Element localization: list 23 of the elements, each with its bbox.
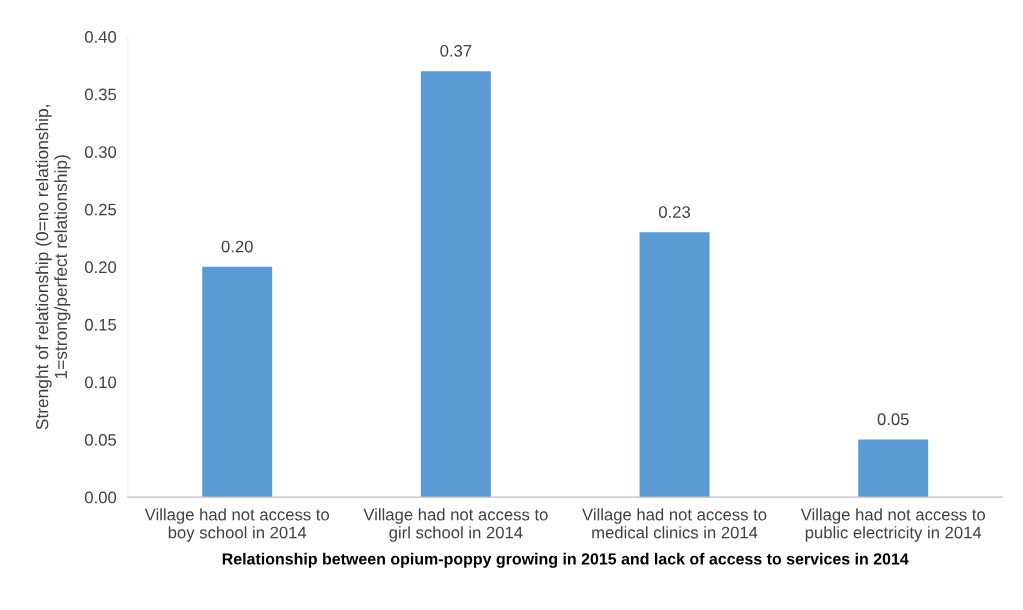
y-tick-label: 0.00 bbox=[84, 491, 117, 504]
y-tick-label: 0.30 bbox=[84, 146, 117, 158]
x-tick-label: Village had not access to public electricity in 2014 bbox=[800, 508, 986, 542]
y-axis-title: Strenght of relationship (0=no relationship, 1=strong/perfect relationship) bbox=[35, 105, 71, 430]
data-label: 0.23 bbox=[658, 206, 691, 218]
y-tick-label: 0.40 bbox=[84, 31, 117, 43]
y-tick-label: 0.15 bbox=[84, 318, 117, 331]
x-tick-label: Village had not access to boy school in 2014 bbox=[144, 508, 330, 542]
data-label: 0.37 bbox=[440, 44, 472, 57]
y-tick-label: 0.10 bbox=[84, 376, 117, 389]
bar bbox=[202, 266, 273, 498]
data-label: 0.05 bbox=[877, 413, 909, 426]
x-tick-label: Village had not access to girl school in 2014 bbox=[363, 508, 548, 542]
x-tick-label: Village had not access to medical clinics in 2014 bbox=[582, 508, 767, 539]
y-tick-label: 0.35 bbox=[84, 88, 117, 101]
bar bbox=[858, 439, 929, 498]
y-tick-label: 0.25 bbox=[84, 203, 117, 216]
y-tick-label: 0.20 bbox=[84, 261, 117, 274]
y-tick-label: 0.05 bbox=[84, 433, 117, 446]
data-label: 0.20 bbox=[221, 240, 253, 253]
bar bbox=[420, 71, 491, 498]
x-axis-title: Relationship between opium-poppy growing in 2015 and lack of access to services in 2014 bbox=[222, 552, 909, 568]
bar bbox=[639, 232, 710, 498]
